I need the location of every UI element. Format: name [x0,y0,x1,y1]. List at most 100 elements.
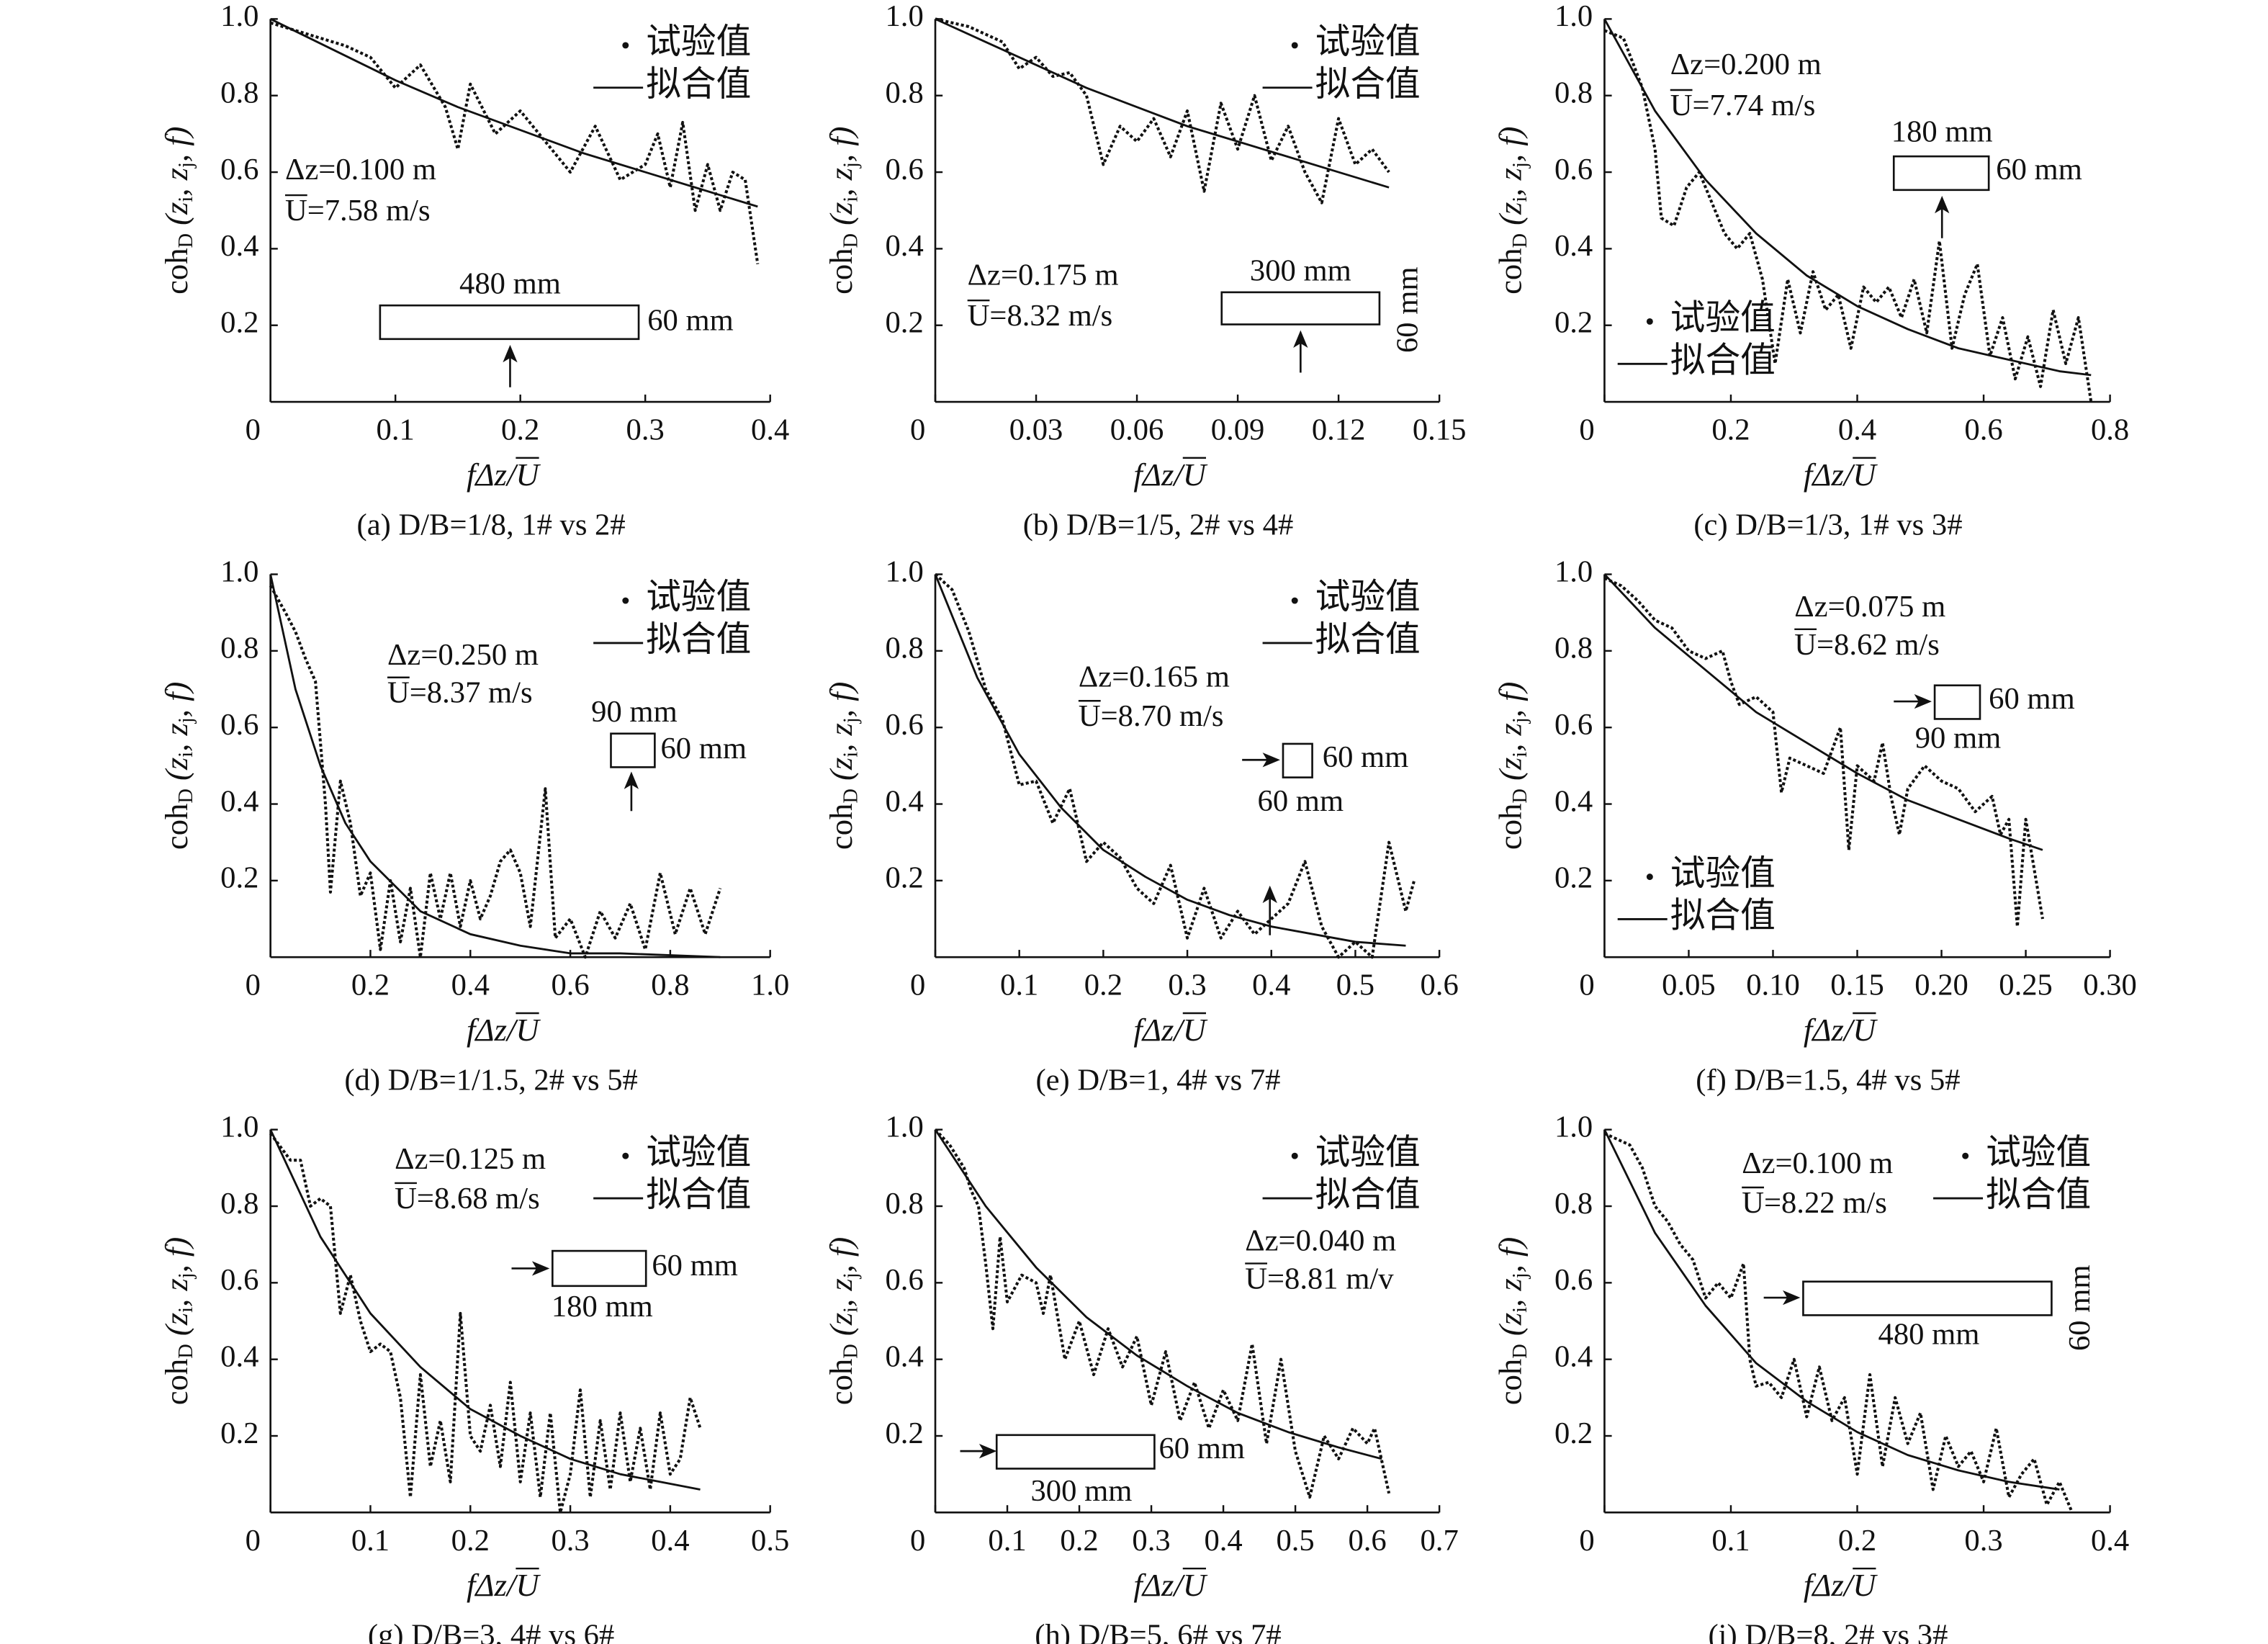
y-axis-label: cohD (zi, zj, f) [823,682,861,850]
x-tick-label: 0.5 [1276,1524,1314,1558]
x-tick-label: 0.2 [1084,969,1122,1002]
annotation: 60 mm [652,1249,738,1283]
y-axis-label: cohD (zi, zj, f) [823,127,861,295]
caption: (h) D/B=5, 6# vs 7# [1035,1619,1281,1644]
x-tick-label: 0.3 [551,1524,589,1558]
x-tick-label: 0 [910,1524,925,1558]
y-tick-label: 0.6 [1554,1263,1593,1297]
caption: (e) D/B=1, 4# vs 7# [1035,1064,1280,1097]
y-tick-label: 0.8 [1554,1187,1593,1221]
measured-line [1603,576,2044,928]
legend-symbol [1646,318,1653,325]
x-tick-label: 0.6 [1348,1524,1386,1558]
caption: (f) D/B=1.5, 4# vs 5# [1696,1064,1960,1097]
x-tick-label: 0.03 [1009,413,1063,446]
x-tick-label: 0.4 [1838,413,1876,446]
annotation: 480 mm [459,267,561,301]
annotation: 60 mm [1258,784,1344,818]
legend-symbol [1291,1152,1298,1159]
caption: (i) D/B=8, 2# vs 3# [1708,1619,1948,1644]
caption: (a) D/B=1/8, 1# vs 2# [357,508,626,542]
x-axis-label: fΔz/U [467,457,541,493]
legend-symbol [1291,42,1298,49]
y-label-subscript: D [840,1344,862,1359]
y-tick-label: 0.6 [220,153,258,187]
legend-label: 试验值 [1986,1133,2091,1172]
y-label-part: (z [1493,758,1529,789]
measured-line [269,1132,702,1514]
y-label-part: , f) [823,127,859,163]
x-axis-label: fΔz/U [1804,1567,1878,1603]
x-tick-label: 0.1 [1711,1524,1750,1558]
y-label-part: , z [1493,723,1529,752]
annotation: U=8.22 m/s [1742,1186,1887,1220]
y-label-subscript: j [175,1272,197,1279]
y-label-subscript: i [175,1307,197,1313]
legend-label: 拟合值 [1986,1175,2091,1214]
y-label-subscript: i [840,1307,862,1313]
y-label-subscript: j [175,717,197,724]
annotation: 180 mm [552,1290,653,1324]
x-tick-label: 0 [1579,1524,1594,1558]
annotation: U=8.37 m/s [387,676,533,710]
x-tick-label: 0.4 [451,969,490,1002]
y-label-part: (z [823,202,859,233]
annotation: Δz=0.250 m [387,638,539,672]
section-sketch [1933,684,1981,720]
annotation: Δz=0.100 m [285,153,436,187]
annotation: Δz=0.175 m [968,258,1119,292]
y-tick-label: 0.6 [1554,153,1593,187]
y-tick-label: 0.4 [220,229,258,263]
y-tick-label: 1.0 [220,0,258,33]
x-tick-label: 0.12 [1312,413,1366,446]
legend-label: 试验值 [646,1133,751,1172]
x-tick-label: 0.15 [1830,969,1884,1002]
y-tick-label: 1.0 [886,1110,924,1144]
section-sketch [1802,1280,2053,1316]
x-tick-label: 0 [1579,413,1594,446]
y-tick-label: 0.2 [1554,1416,1593,1450]
y-tick-label: 1.0 [1554,1110,1593,1144]
y-axis-label: cohD (zi, zj, f) [1493,682,1531,850]
y-label-part: (z [823,1313,859,1344]
y-tick-label: 0.6 [220,708,258,742]
annotation: 60 mm [1158,1432,1245,1465]
legend-label: 拟合值 [1315,1175,1421,1214]
x-tick-label: 0.20 [1914,969,1968,1002]
y-label-subscript: j [1508,1272,1531,1279]
fitted-line [1603,1129,2060,1491]
measured-line [935,17,1390,205]
y-label-part: , z [158,1278,194,1307]
section-sketch [995,1434,1156,1470]
legend-label: 拟合值 [646,620,751,659]
legend-symbol [1291,597,1298,604]
y-label-part: , f) [1493,127,1529,163]
y-tick-label: 0.4 [886,229,924,263]
y-label-subscript: D [840,233,862,248]
y-label-subscript: j [840,717,862,724]
y-label-part: (z [158,758,194,789]
y-label-part: , z [823,1278,859,1307]
annotation: 60 mm [1989,682,2075,716]
y-label-part: , f) [823,682,859,718]
y-axis-label: cohD (zi, zj, f) [158,1237,197,1405]
annotation: 60 mm [660,732,747,765]
annotation: Δz=0.075 m [1794,590,1945,624]
caption: (g) D/B=3, 4# vs 6# [368,1619,614,1644]
x-tick-label: 0 [1579,969,1594,1002]
y-tick-label: 1.0 [220,554,258,588]
x-tick-label: 0.1 [988,1524,1026,1558]
y-tick-label: 0.2 [1554,306,1593,340]
y-axis-label: cohD (zi, zj, f) [823,1237,861,1405]
panel: 0.2 0.4 0.6 0.8 1.0 0 0.2 0.4 0.6 0.8 1.0 cohD (zi,… [158,554,789,1097]
legend-label: 拟合值 [1670,341,1776,379]
x-tick-label: 0.25 [1999,969,2053,1002]
x-axis-label: fΔz/U [1133,1012,1207,1048]
fitted-line [934,1128,1382,1460]
y-tick-label: 1.0 [220,1110,258,1144]
y-label-part: , f) [158,127,194,163]
x-axis-label: fΔz/U [467,1012,541,1048]
y-tick-label: 0.8 [886,632,924,665]
y-label-part: , z [823,168,859,197]
measured-line [934,573,1416,959]
